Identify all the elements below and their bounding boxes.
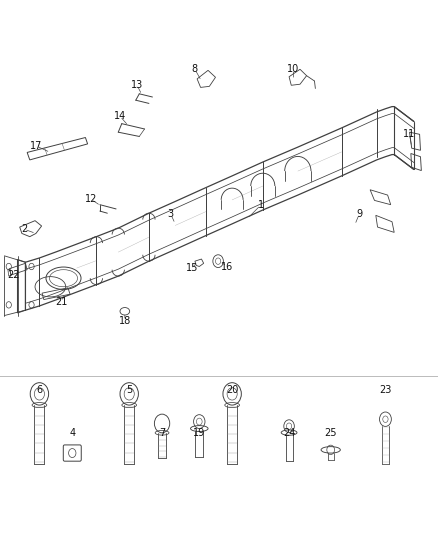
Text: 3: 3	[168, 209, 174, 219]
Text: 23: 23	[379, 385, 392, 395]
Text: 5: 5	[126, 385, 132, 395]
Text: 22: 22	[7, 270, 19, 280]
Text: 14: 14	[114, 111, 126, 121]
Text: 15: 15	[186, 263, 198, 272]
Text: 11: 11	[403, 130, 416, 139]
Text: 20: 20	[226, 385, 238, 395]
Text: 21: 21	[55, 297, 67, 306]
Text: 10: 10	[287, 64, 300, 74]
Text: 2: 2	[21, 224, 27, 234]
Text: 1: 1	[258, 200, 264, 210]
Text: 19: 19	[193, 429, 205, 438]
Text: 13: 13	[131, 80, 143, 90]
Text: 17: 17	[30, 141, 42, 151]
Text: 8: 8	[192, 64, 198, 74]
Text: 6: 6	[36, 385, 42, 395]
Text: 12: 12	[85, 195, 97, 204]
Text: 7: 7	[159, 429, 165, 438]
Text: 9: 9	[356, 209, 362, 219]
Text: 18: 18	[119, 316, 131, 326]
Text: 24: 24	[283, 429, 295, 438]
Text: 25: 25	[325, 429, 337, 438]
Text: 16: 16	[221, 262, 233, 271]
Text: 4: 4	[69, 429, 75, 438]
